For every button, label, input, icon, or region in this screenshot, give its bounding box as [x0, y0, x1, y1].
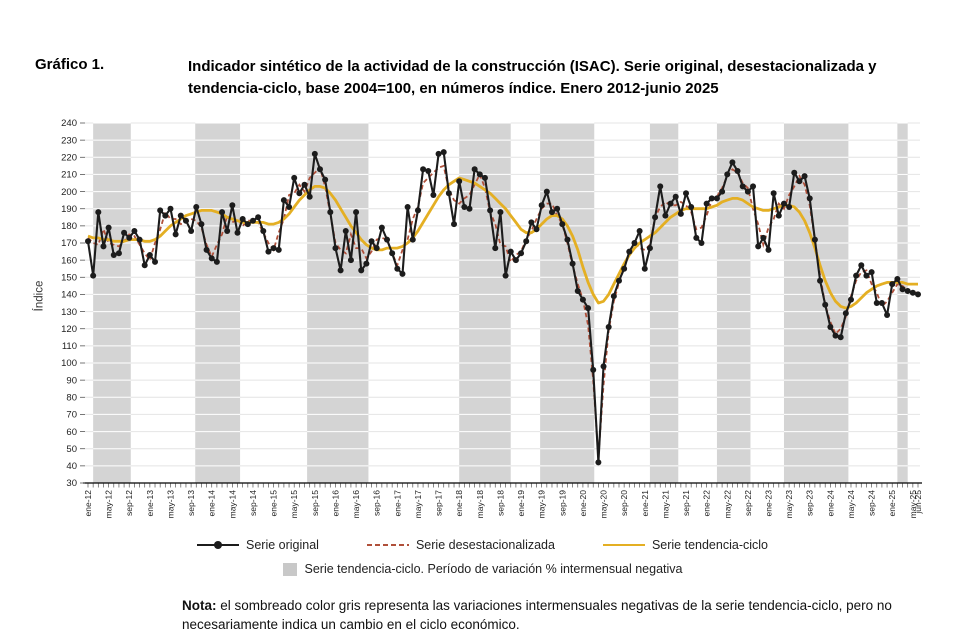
- svg-text:ene-15: ene-15: [269, 490, 279, 517]
- svg-text:sep-21: sep-21: [681, 490, 691, 516]
- svg-text:may-14: may-14: [227, 490, 237, 519]
- legend: Serie original Serie desestacionalizada …: [0, 538, 965, 552]
- svg-text:may-25: may-25: [908, 490, 918, 519]
- svg-text:sep-18: sep-18: [495, 490, 505, 516]
- svg-text:sep-23: sep-23: [805, 490, 815, 516]
- svg-text:ene-24: ene-24: [825, 490, 835, 517]
- svg-text:may-15: may-15: [289, 490, 299, 519]
- legend-item-desestacionalizada: Serie desestacionalizada: [366, 538, 555, 552]
- footnote-label: Nota:: [182, 598, 217, 613]
- svg-text:170: 170: [61, 238, 77, 249]
- svg-text:may-23: may-23: [784, 490, 794, 519]
- svg-text:may-19: may-19: [537, 490, 547, 519]
- svg-text:210: 210: [61, 170, 77, 181]
- legend-band-label: Serie tendencia-ciclo. Período de variac…: [304, 562, 683, 576]
- svg-text:30: 30: [66, 478, 77, 489]
- svg-text:90: 90: [66, 375, 77, 386]
- solid-line-marker-icon: [602, 543, 645, 547]
- svg-text:110: 110: [62, 341, 77, 352]
- svg-text:ene-17: ene-17: [392, 490, 402, 517]
- figure-title: Indicador sintético de la actividad de l…: [188, 56, 918, 100]
- legend-tendencia-label: Serie tendencia-ciclo: [651, 538, 768, 552]
- svg-text:ene-22: ene-22: [702, 490, 712, 517]
- svg-text:60: 60: [66, 427, 77, 438]
- svg-text:100: 100: [61, 358, 77, 369]
- legend-item-tendencia: Serie tendencia-ciclo: [602, 538, 768, 552]
- svg-text:150: 150: [61, 272, 77, 283]
- dashed-line-marker-icon: [366, 543, 409, 547]
- figure-title-line1: Indicador sintético de la actividad de l…: [188, 58, 877, 75]
- svg-text:50: 50: [66, 444, 77, 455]
- footnote: Nota: el sombreado color gris representa…: [182, 596, 965, 634]
- svg-text:240: 240: [61, 118, 77, 129]
- svg-text:ene-20: ene-20: [578, 490, 588, 517]
- svg-text:sep-14: sep-14: [248, 490, 258, 516]
- svg-text:sep-19: sep-19: [557, 490, 567, 516]
- svg-text:ene-12: ene-12: [83, 490, 93, 517]
- svg-text:ene-18: ene-18: [454, 490, 464, 517]
- svg-text:sep-24: sep-24: [867, 490, 877, 516]
- svg-text:ene-16: ene-16: [330, 490, 340, 517]
- svg-text:sep-22: sep-22: [743, 490, 753, 516]
- svg-text:may-16: may-16: [351, 490, 361, 519]
- original-line-marker-icon: [197, 541, 239, 549]
- svg-text:200: 200: [61, 187, 77, 198]
- svg-text:ene-19: ene-19: [516, 490, 526, 517]
- svg-text:jun-25: jun-25: [913, 490, 923, 515]
- svg-text:may-12: may-12: [104, 490, 114, 519]
- footnote-text: el sombreado color gris representa las v…: [182, 598, 892, 632]
- svg-text:230: 230: [61, 135, 77, 146]
- legend-desest-label: Serie desestacionalizada: [415, 538, 555, 552]
- svg-text:may-21: may-21: [660, 490, 670, 519]
- svg-text:sep-13: sep-13: [186, 490, 196, 516]
- svg-text:220: 220: [61, 152, 77, 163]
- svg-text:190: 190: [61, 204, 77, 215]
- svg-text:ene-21: ene-21: [640, 490, 650, 517]
- svg-text:may-22: may-22: [722, 490, 732, 519]
- figure-number: Gráfico 1.: [35, 56, 105, 73]
- legend-original-label: Serie original: [246, 538, 319, 552]
- svg-text:ene-25: ene-25: [887, 490, 897, 517]
- svg-text:140: 140: [61, 290, 77, 301]
- svg-text:120: 120: [61, 324, 77, 335]
- legend-band: Serie tendencia-ciclo. Período de variac…: [0, 562, 965, 576]
- svg-text:may-17: may-17: [413, 490, 423, 519]
- svg-text:sep-16: sep-16: [372, 490, 382, 516]
- svg-text:sep-17: sep-17: [434, 490, 444, 516]
- svg-text:180: 180: [61, 221, 77, 232]
- svg-text:130: 130: [61, 307, 77, 318]
- svg-text:may-20: may-20: [599, 490, 609, 519]
- svg-text:sep-15: sep-15: [310, 490, 320, 516]
- svg-text:160: 160: [61, 255, 77, 266]
- svg-text:80: 80: [66, 392, 77, 403]
- gray-band-swatch-icon: [282, 562, 297, 576]
- legend-item-original: Serie original: [197, 538, 319, 552]
- figure-title-line2: tendencia-ciclo, base 2004=100, en númer…: [188, 80, 719, 97]
- svg-text:may-13: may-13: [165, 490, 175, 519]
- svg-text:ene-13: ene-13: [145, 490, 155, 517]
- svg-text:sep-12: sep-12: [124, 490, 134, 516]
- svg-text:40: 40: [66, 461, 77, 472]
- svg-text:sep-20: sep-20: [619, 490, 629, 516]
- svg-text:70: 70: [66, 410, 77, 421]
- svg-text:ene-14: ene-14: [207, 490, 217, 517]
- svg-text:may-18: may-18: [475, 490, 485, 519]
- svg-text:may-24: may-24: [846, 490, 856, 519]
- svg-text:ene-23: ene-23: [763, 490, 773, 517]
